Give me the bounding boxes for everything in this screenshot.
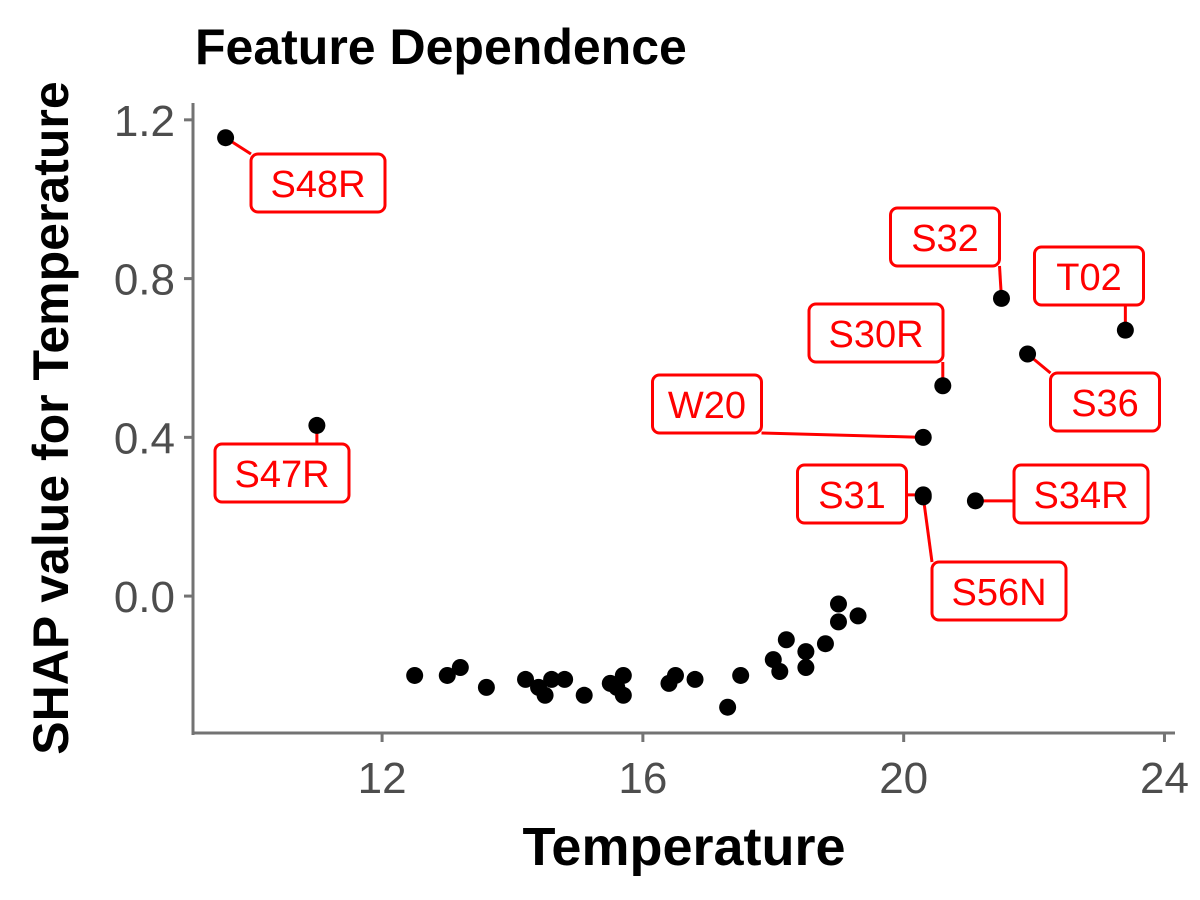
scatter-point xyxy=(849,607,867,625)
x-tick-label: 24 xyxy=(1140,754,1189,803)
label-box xyxy=(1033,245,1145,307)
scatter-point xyxy=(914,488,932,506)
x-tick-label: 12 xyxy=(358,754,407,803)
label-box xyxy=(796,463,908,525)
scatter-point xyxy=(797,659,815,677)
point-label: S47R xyxy=(234,454,329,496)
point-label: S31 xyxy=(818,475,886,517)
y-tick-label: 0.0 xyxy=(114,573,175,622)
ticks: 12 16 20 24 0.0 0.4 0.8 1.2 xyxy=(114,97,1189,803)
scatter-point xyxy=(477,678,495,696)
scatter-point xyxy=(614,666,632,684)
label-box xyxy=(651,373,763,435)
scatter-point xyxy=(217,129,235,147)
data-points xyxy=(217,129,1134,716)
scatter-point xyxy=(451,659,469,677)
scatter-point xyxy=(816,635,834,653)
scatter-point xyxy=(732,666,750,684)
point-label: T02 xyxy=(1056,257,1121,299)
label-box xyxy=(807,302,945,364)
scatter-point xyxy=(966,492,984,510)
scatter-point xyxy=(556,670,574,688)
scatter-point xyxy=(1019,345,1037,363)
y-tick-label: 0.8 xyxy=(114,256,175,305)
scatter-point xyxy=(777,631,795,649)
point-label: S30R xyxy=(828,314,923,356)
scatter-point xyxy=(614,686,632,704)
label-box xyxy=(930,560,1068,622)
y-tick-label: 1.2 xyxy=(114,97,175,146)
scatter-point xyxy=(771,662,789,680)
y-tick-label: 0.4 xyxy=(114,414,175,463)
chart-title: Feature Dependence xyxy=(195,19,687,75)
scatter-point xyxy=(517,670,535,688)
x-axis-label: Temperature xyxy=(522,817,845,877)
scatter-point xyxy=(797,643,815,661)
scatter-point xyxy=(438,666,456,684)
scatter-point xyxy=(1116,321,1134,339)
scatter-point xyxy=(536,686,554,704)
label-connector xyxy=(761,431,924,439)
scatter-point xyxy=(992,289,1010,307)
scatter-point xyxy=(914,428,932,446)
point-label: S48R xyxy=(270,164,365,206)
point-label: S32 xyxy=(911,218,979,260)
scatter-point xyxy=(934,377,952,395)
point-label: S56N xyxy=(951,572,1046,614)
label-box xyxy=(1049,371,1161,433)
point-label: S36 xyxy=(1071,383,1139,425)
point-labels: S48R S47R W20 S30R S32 T02 S36 S31 S56N S34R xyxy=(213,136,1161,622)
label-box xyxy=(1012,463,1150,525)
label-box xyxy=(889,206,1001,268)
axes xyxy=(191,103,1175,735)
scatter-point xyxy=(666,666,684,684)
scatter-point xyxy=(719,698,737,716)
point-label: S34R xyxy=(1033,475,1128,517)
scatter-point xyxy=(686,670,704,688)
point-label: W20 xyxy=(668,385,746,427)
scatter-point xyxy=(406,666,424,684)
scatter-point xyxy=(829,595,847,613)
scatter-point xyxy=(308,416,326,434)
x-tick-label: 20 xyxy=(879,754,928,803)
y-axis-label: SHAP value for Temperature xyxy=(23,81,79,754)
label-box xyxy=(249,152,387,214)
label-box xyxy=(213,442,351,504)
scatter-point xyxy=(543,670,561,688)
x-tick-label: 16 xyxy=(618,754,667,803)
label-connector xyxy=(921,496,934,563)
scatter-point xyxy=(829,613,847,631)
scatter-point xyxy=(575,686,593,704)
